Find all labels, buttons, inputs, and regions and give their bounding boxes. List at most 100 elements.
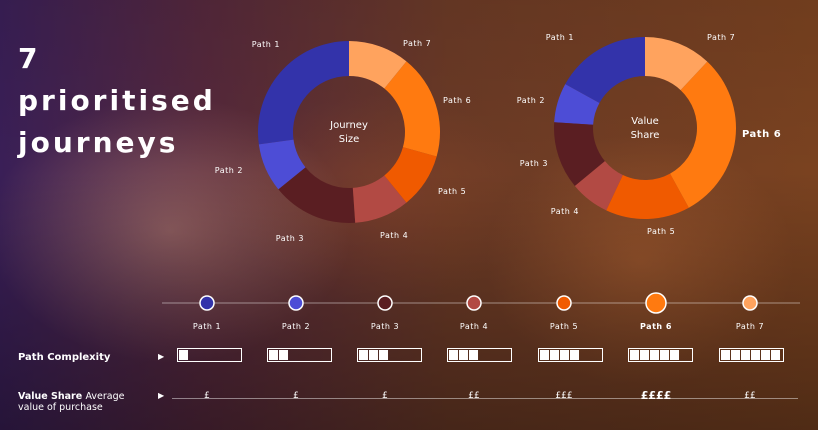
complexity-meter-path-1 bbox=[177, 348, 242, 362]
complexity-block bbox=[771, 350, 780, 360]
timeline-label-path-4: Path 4 bbox=[459, 322, 489, 331]
journey-size-label-path-6: Path 6 bbox=[443, 96, 471, 105]
complexity-block bbox=[650, 350, 659, 360]
value-share-slice-7 bbox=[645, 37, 708, 91]
value-share-slice-1 bbox=[565, 37, 645, 103]
value-share-axis bbox=[172, 398, 798, 399]
complexity-block bbox=[560, 350, 569, 360]
value-share-label-path-1: Path 1 bbox=[546, 33, 574, 42]
complexity-meter-path-2 bbox=[267, 348, 332, 362]
journey-size-slice-4 bbox=[352, 175, 407, 223]
value-share-path-2: £ bbox=[293, 391, 299, 401]
title-line-number: 7 bbox=[18, 42, 41, 75]
journey-size-label-path-5: Path 5 bbox=[438, 187, 466, 196]
journey-size-slice-1 bbox=[258, 41, 349, 145]
value-share-slice-4 bbox=[574, 161, 623, 211]
value-share-label-path-3: Path 3 bbox=[520, 159, 548, 168]
journey-size-slice-7 bbox=[349, 41, 407, 89]
journey-size-center-title-line1: Journey bbox=[329, 120, 368, 131]
value-share-label-bold: Value Share bbox=[18, 391, 83, 402]
complexity-meter-path-5 bbox=[538, 348, 603, 362]
timeline-label-path-1: Path 1 bbox=[192, 322, 222, 331]
title-line-prioritised: prioritised bbox=[18, 84, 216, 117]
journey-size-slice-6 bbox=[384, 61, 441, 157]
complexity-meter-path-7 bbox=[719, 348, 784, 362]
value-share-slice-5 bbox=[606, 173, 689, 219]
page-title: 7 prioritised journeys bbox=[18, 38, 216, 164]
title-line-journeys: journeys bbox=[18, 126, 179, 159]
journey-size-label-path-7: Path 7 bbox=[403, 39, 431, 48]
complexity-block bbox=[469, 350, 478, 360]
journey-size-label-path-1: Path 1 bbox=[252, 40, 280, 49]
complexity-block bbox=[761, 350, 770, 360]
complexity-meter-path-3 bbox=[357, 348, 422, 362]
value-share-arrow-icon: ▶ bbox=[158, 391, 165, 400]
value-share-path-6: ££££ bbox=[640, 389, 672, 402]
complexity-block bbox=[670, 350, 679, 360]
complexity-block bbox=[279, 350, 288, 360]
value-share-slice-3 bbox=[554, 122, 605, 187]
timeline-label-path-6: Path 6 bbox=[640, 322, 672, 331]
path-complexity-label: Path Complexity bbox=[18, 352, 111, 363]
journey-size-slice-2 bbox=[258, 139, 306, 190]
journey-size-slice-5 bbox=[384, 147, 437, 203]
complexity-block bbox=[721, 350, 730, 360]
value-share-path-1: £ bbox=[204, 391, 210, 401]
complexity-block bbox=[741, 350, 750, 360]
journey-size-center-title-line2: Size bbox=[339, 134, 360, 145]
timeline-marker-path-4 bbox=[466, 295, 482, 311]
timeline-marker-path-3 bbox=[377, 295, 393, 311]
value-share-label-path-6: Path 6 bbox=[742, 129, 781, 140]
complexity-block bbox=[660, 350, 669, 360]
complexity-block bbox=[369, 350, 378, 360]
value-share-path-5: £££ bbox=[555, 391, 573, 401]
complexity-block bbox=[540, 350, 549, 360]
complexity-block bbox=[640, 350, 649, 360]
complexity-meter-path-4 bbox=[447, 348, 512, 362]
complexity-block bbox=[731, 350, 740, 360]
complexity-block bbox=[449, 350, 458, 360]
complexity-block bbox=[570, 350, 579, 360]
timeline-label-path-2: Path 2 bbox=[281, 322, 311, 331]
timeline-marker-path-5 bbox=[556, 295, 572, 311]
value-share-label-average: Average bbox=[85, 391, 125, 402]
complexity-block bbox=[359, 350, 368, 360]
value-share-label-path-4: Path 4 bbox=[551, 207, 579, 216]
value-share-label-path-5: Path 5 bbox=[647, 227, 675, 236]
timeline-marker-path-6 bbox=[645, 292, 667, 314]
complexity-block bbox=[459, 350, 468, 360]
journey-size-label-path-4: Path 4 bbox=[380, 231, 408, 240]
complexity-block bbox=[379, 350, 388, 360]
timeline-label-path-5: Path 5 bbox=[549, 322, 579, 331]
complexity-block bbox=[269, 350, 278, 360]
value-share-label-path-2: Path 2 bbox=[517, 96, 545, 105]
value-share-path-7: ££ bbox=[744, 391, 756, 401]
complexity-block bbox=[550, 350, 559, 360]
journey-size-slice-3 bbox=[278, 167, 356, 223]
complexity-block bbox=[179, 350, 188, 360]
timeline-label-path-7: Path 7 bbox=[735, 322, 765, 331]
timeline-marker-path-7 bbox=[742, 295, 758, 311]
value-share-path-3: £ bbox=[382, 391, 388, 401]
timeline-marker-path-2 bbox=[288, 295, 304, 311]
value-share-path-4: ££ bbox=[468, 391, 480, 401]
journey-size-label-path-2: Path 2 bbox=[215, 166, 243, 175]
value-share-slice-2 bbox=[554, 84, 600, 125]
value-share-center-title-line2: Share bbox=[631, 130, 660, 141]
complexity-block bbox=[630, 350, 639, 360]
value-share-label: Value Share Average value of purchase bbox=[18, 391, 125, 413]
value-share-label-path-7: Path 7 bbox=[707, 33, 735, 42]
complexity-arrow-icon: ▶ bbox=[158, 352, 165, 361]
value-share-label-purchase: value of purchase bbox=[18, 402, 103, 413]
timeline-marker-path-1 bbox=[199, 295, 215, 311]
value-share-center-title-line1: Value bbox=[631, 116, 658, 127]
complexity-meter-path-6 bbox=[628, 348, 693, 362]
timeline-label-path-3: Path 3 bbox=[370, 322, 400, 331]
complexity-block bbox=[751, 350, 760, 360]
journey-size-label-path-3: Path 3 bbox=[276, 234, 304, 243]
value-share-slice-6 bbox=[670, 61, 736, 208]
